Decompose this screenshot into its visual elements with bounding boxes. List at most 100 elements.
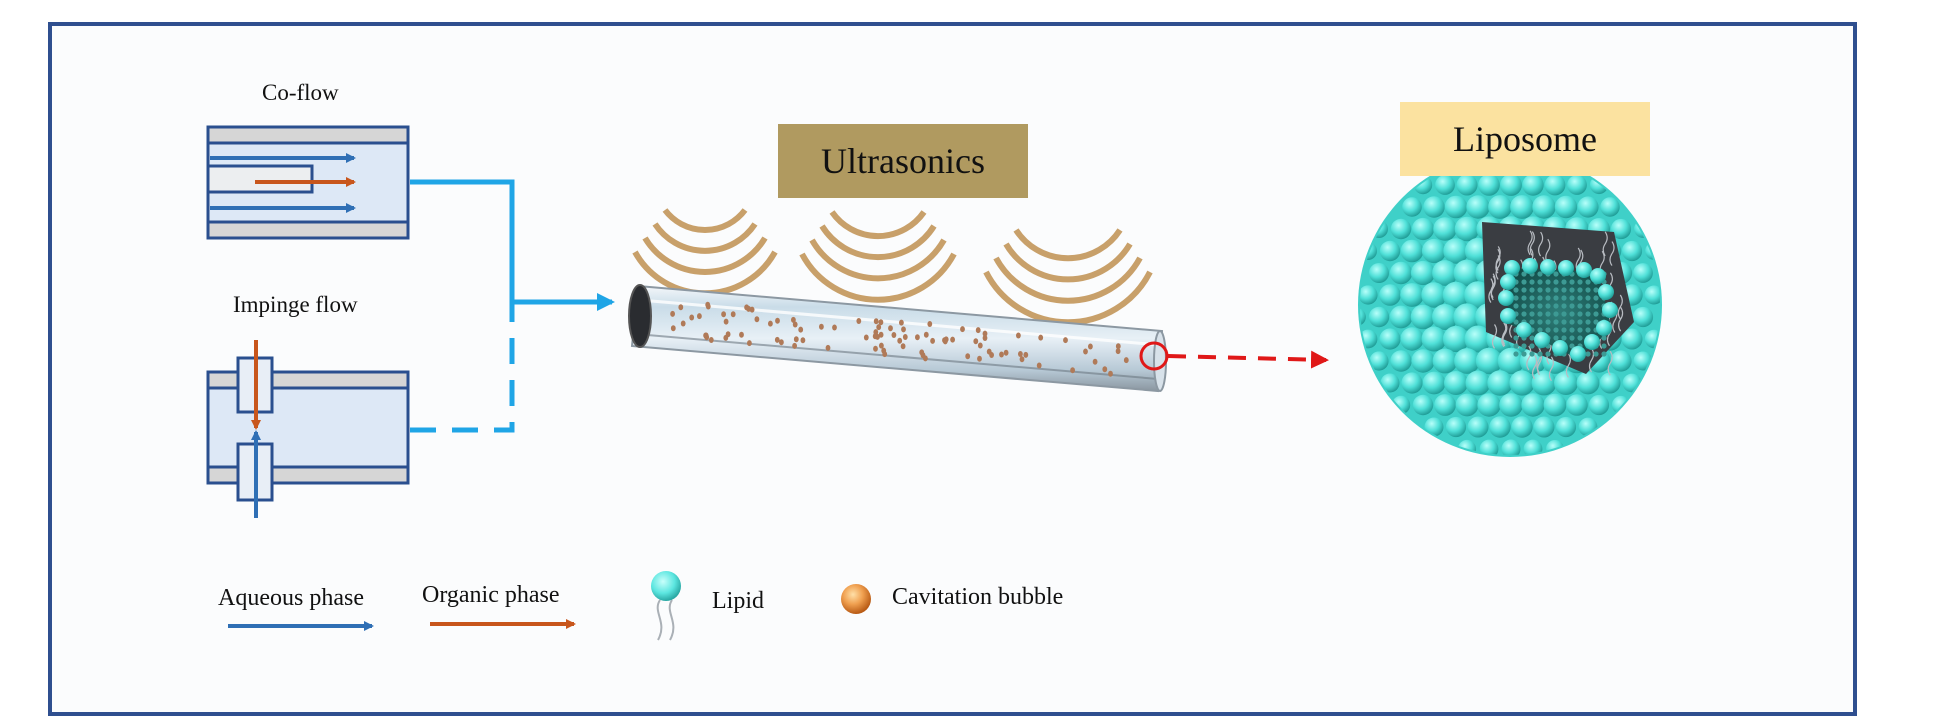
- lipid-tail: [1495, 246, 1501, 271]
- ultrasonics-title-text: Ultrasonics: [821, 141, 985, 181]
- liposome-cutaway: [1482, 222, 1634, 382]
- lipid-head-ball: [1544, 174, 1566, 196]
- lipid-head-ball: [1610, 218, 1632, 240]
- inner-lipid-head: [1500, 308, 1516, 324]
- tube-bubble: [900, 343, 906, 350]
- core-dot: [1521, 343, 1527, 349]
- core-dot: [1537, 351, 1543, 357]
- core-dot: [1585, 295, 1591, 301]
- core-dot: [1577, 295, 1583, 301]
- core-dot: [1545, 311, 1551, 317]
- tube-bubble: [1108, 370, 1113, 377]
- core-dot: [1561, 279, 1567, 285]
- core-dot: [1521, 311, 1527, 317]
- tube-bubble: [747, 340, 752, 347]
- lipid-head-ball: [1444, 195, 1468, 219]
- core-dot: [1521, 279, 1527, 285]
- tube-bubble: [927, 321, 933, 327]
- lipid-head-ball: [1621, 328, 1643, 350]
- lipid-head-ball: [1445, 416, 1467, 438]
- lipid-head-ball: [1509, 370, 1535, 396]
- core-dot: [1553, 319, 1559, 325]
- lipid-head-ball: [1478, 174, 1500, 196]
- core-dot: [1537, 295, 1543, 301]
- lipid-head-ball: [1501, 439, 1521, 455]
- lipid-tail: [1490, 273, 1496, 299]
- inner-lipid-head: [1596, 320, 1612, 336]
- core-dot: [1529, 311, 1535, 317]
- core-dot: [1529, 319, 1535, 325]
- lipid-head-ball: [1422, 371, 1446, 395]
- core-dot: [1593, 311, 1599, 317]
- tube-inlet-cap: [628, 284, 652, 348]
- highlight-circle: [1139, 341, 1169, 371]
- tube-bubble: [775, 317, 780, 324]
- lipid-head-ball: [1421, 326, 1447, 352]
- lipid-head-ball: [1477, 393, 1501, 417]
- lipid-tail: [1532, 354, 1538, 380]
- tube-bubble: [1016, 332, 1021, 339]
- tube-bubble: [798, 326, 804, 333]
- tube-bubble: [1083, 348, 1088, 355]
- lipid-head-ball: [1389, 261, 1413, 285]
- tube-bubble: [779, 339, 784, 346]
- lipid-head-ball: [1555, 416, 1577, 438]
- liposome-sphere: [1358, 153, 1662, 457]
- tube-bubble: [891, 332, 897, 338]
- tube-bubble: [989, 352, 994, 358]
- lipid-head-ball: [1380, 373, 1400, 393]
- tube-bubble: [977, 355, 982, 362]
- core-dot: [1513, 351, 1519, 357]
- lipid-head-ball: [1577, 196, 1599, 218]
- lipid-head-ball: [1543, 393, 1567, 417]
- core-dot: [1561, 327, 1567, 333]
- core-dot: [1537, 311, 1543, 317]
- lipid-tail: [1526, 345, 1532, 371]
- tube-bubble: [942, 338, 948, 345]
- tube-bubble: [897, 337, 903, 344]
- lipid-tail: [1529, 231, 1535, 256]
- tube-bubble: [876, 324, 882, 331]
- lipid-head-ball: [1410, 260, 1436, 286]
- tube-bubble: [791, 316, 796, 323]
- core-dot: [1585, 327, 1591, 333]
- lipid-head-ball: [1442, 325, 1470, 353]
- tube-bubble: [923, 331, 929, 338]
- tube-bubble: [1036, 362, 1042, 369]
- lipid-head-ball: [1467, 416, 1489, 438]
- core-dot: [1585, 303, 1591, 309]
- lipid-tail: [1618, 306, 1624, 332]
- wave-group-2: [799, 210, 957, 303]
- lipid-head-ball: [1554, 195, 1578, 219]
- lipid-head-ball: [1360, 308, 1366, 326]
- tube-bubble: [825, 344, 831, 351]
- core-dot: [1577, 327, 1583, 333]
- core-dot: [1545, 295, 1551, 301]
- tube-bubble: [689, 314, 695, 321]
- tube-bubble: [703, 332, 708, 339]
- tube-bubble: [1088, 343, 1093, 350]
- lipid-head-ball: [1456, 174, 1478, 196]
- lipid-head-ball: [1411, 217, 1435, 241]
- legend-bubble-label: Cavitation bubble: [892, 584, 1064, 610]
- lipid-head-ball: [1455, 393, 1479, 417]
- core-dot: [1585, 287, 1591, 293]
- lipid-head-ball: [1554, 371, 1578, 395]
- lipid-head-ball: [1379, 240, 1401, 262]
- tube-bubble: [975, 327, 981, 334]
- lipid-head-ball: [1465, 370, 1491, 396]
- core-dot: [1537, 271, 1543, 277]
- legend-aqueous-label: Aqueous phase: [218, 585, 364, 611]
- lipid-head-ball: [1633, 263, 1653, 283]
- tube-bubble: [873, 329, 879, 336]
- tube-bubble: [744, 304, 749, 311]
- core-dot: [1513, 335, 1519, 341]
- tube-bubble: [901, 326, 906, 333]
- lipid-head-ball: [1400, 327, 1424, 351]
- tube-bubble: [1038, 334, 1044, 341]
- lipid-head-ball: [1433, 217, 1457, 241]
- lipid-head-ball: [1411, 349, 1435, 373]
- tube-bubble: [879, 342, 884, 349]
- tube-bubble: [832, 324, 837, 331]
